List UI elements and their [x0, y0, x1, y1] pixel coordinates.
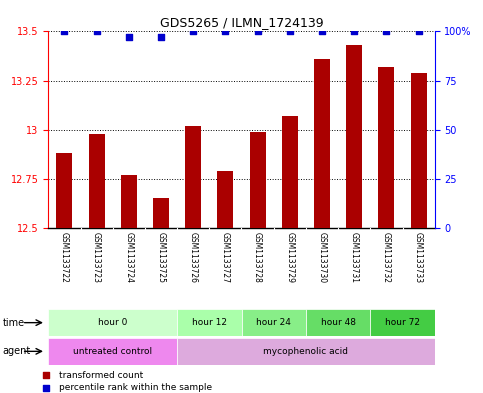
Point: [415, 28, 423, 35]
Bar: [411, 73, 426, 228]
Bar: [314, 59, 330, 228]
Point: [318, 28, 326, 35]
Bar: [185, 126, 201, 228]
Bar: [121, 175, 137, 228]
Bar: [57, 153, 72, 228]
Point: [350, 28, 358, 35]
FancyBboxPatch shape: [48, 309, 177, 336]
Text: hour 24: hour 24: [256, 318, 291, 327]
Text: untreated control: untreated control: [73, 347, 152, 356]
Text: GSM1133730: GSM1133730: [317, 232, 327, 283]
Text: GSM1133728: GSM1133728: [253, 232, 262, 283]
Text: GSM1133724: GSM1133724: [124, 232, 133, 283]
FancyBboxPatch shape: [177, 338, 435, 365]
Text: GSM1133731: GSM1133731: [350, 232, 359, 283]
Bar: [250, 132, 266, 228]
FancyBboxPatch shape: [48, 338, 177, 365]
Bar: [217, 171, 233, 228]
Bar: [153, 198, 169, 228]
Text: GSM1133732: GSM1133732: [382, 232, 391, 283]
Text: GSM1133733: GSM1133733: [414, 232, 423, 283]
Text: time: time: [2, 318, 25, 328]
FancyBboxPatch shape: [370, 309, 435, 336]
Point: [383, 28, 390, 35]
Point: [254, 28, 261, 35]
Point: [222, 28, 229, 35]
Point: [286, 28, 294, 35]
Bar: [88, 134, 105, 228]
Text: GSM1133725: GSM1133725: [156, 232, 166, 283]
Text: hour 0: hour 0: [98, 318, 128, 327]
Bar: [346, 45, 362, 228]
Text: hour 12: hour 12: [192, 318, 227, 327]
Title: GDS5265 / ILMN_1724139: GDS5265 / ILMN_1724139: [160, 16, 323, 29]
Point: [125, 34, 133, 40]
Text: hour 48: hour 48: [321, 318, 355, 327]
FancyBboxPatch shape: [242, 309, 306, 336]
Text: GSM1133727: GSM1133727: [221, 232, 230, 283]
Bar: [282, 116, 298, 228]
Text: percentile rank within the sample: percentile rank within the sample: [59, 384, 212, 392]
Text: mycophenolic acid: mycophenolic acid: [263, 347, 348, 356]
Text: GSM1133729: GSM1133729: [285, 232, 294, 283]
FancyBboxPatch shape: [306, 309, 370, 336]
Text: transformed count: transformed count: [59, 371, 143, 380]
Point: [157, 34, 165, 40]
Text: hour 72: hour 72: [385, 318, 420, 327]
Text: GSM1133726: GSM1133726: [189, 232, 198, 283]
Point: [42, 372, 50, 378]
Point: [42, 385, 50, 391]
Text: agent: agent: [2, 346, 30, 356]
Text: GSM1133723: GSM1133723: [92, 232, 101, 283]
Bar: [378, 67, 395, 228]
Point: [93, 28, 100, 35]
FancyBboxPatch shape: [177, 309, 242, 336]
Point: [60, 28, 68, 35]
Point: [189, 28, 197, 35]
Text: GSM1133722: GSM1133722: [60, 232, 69, 283]
